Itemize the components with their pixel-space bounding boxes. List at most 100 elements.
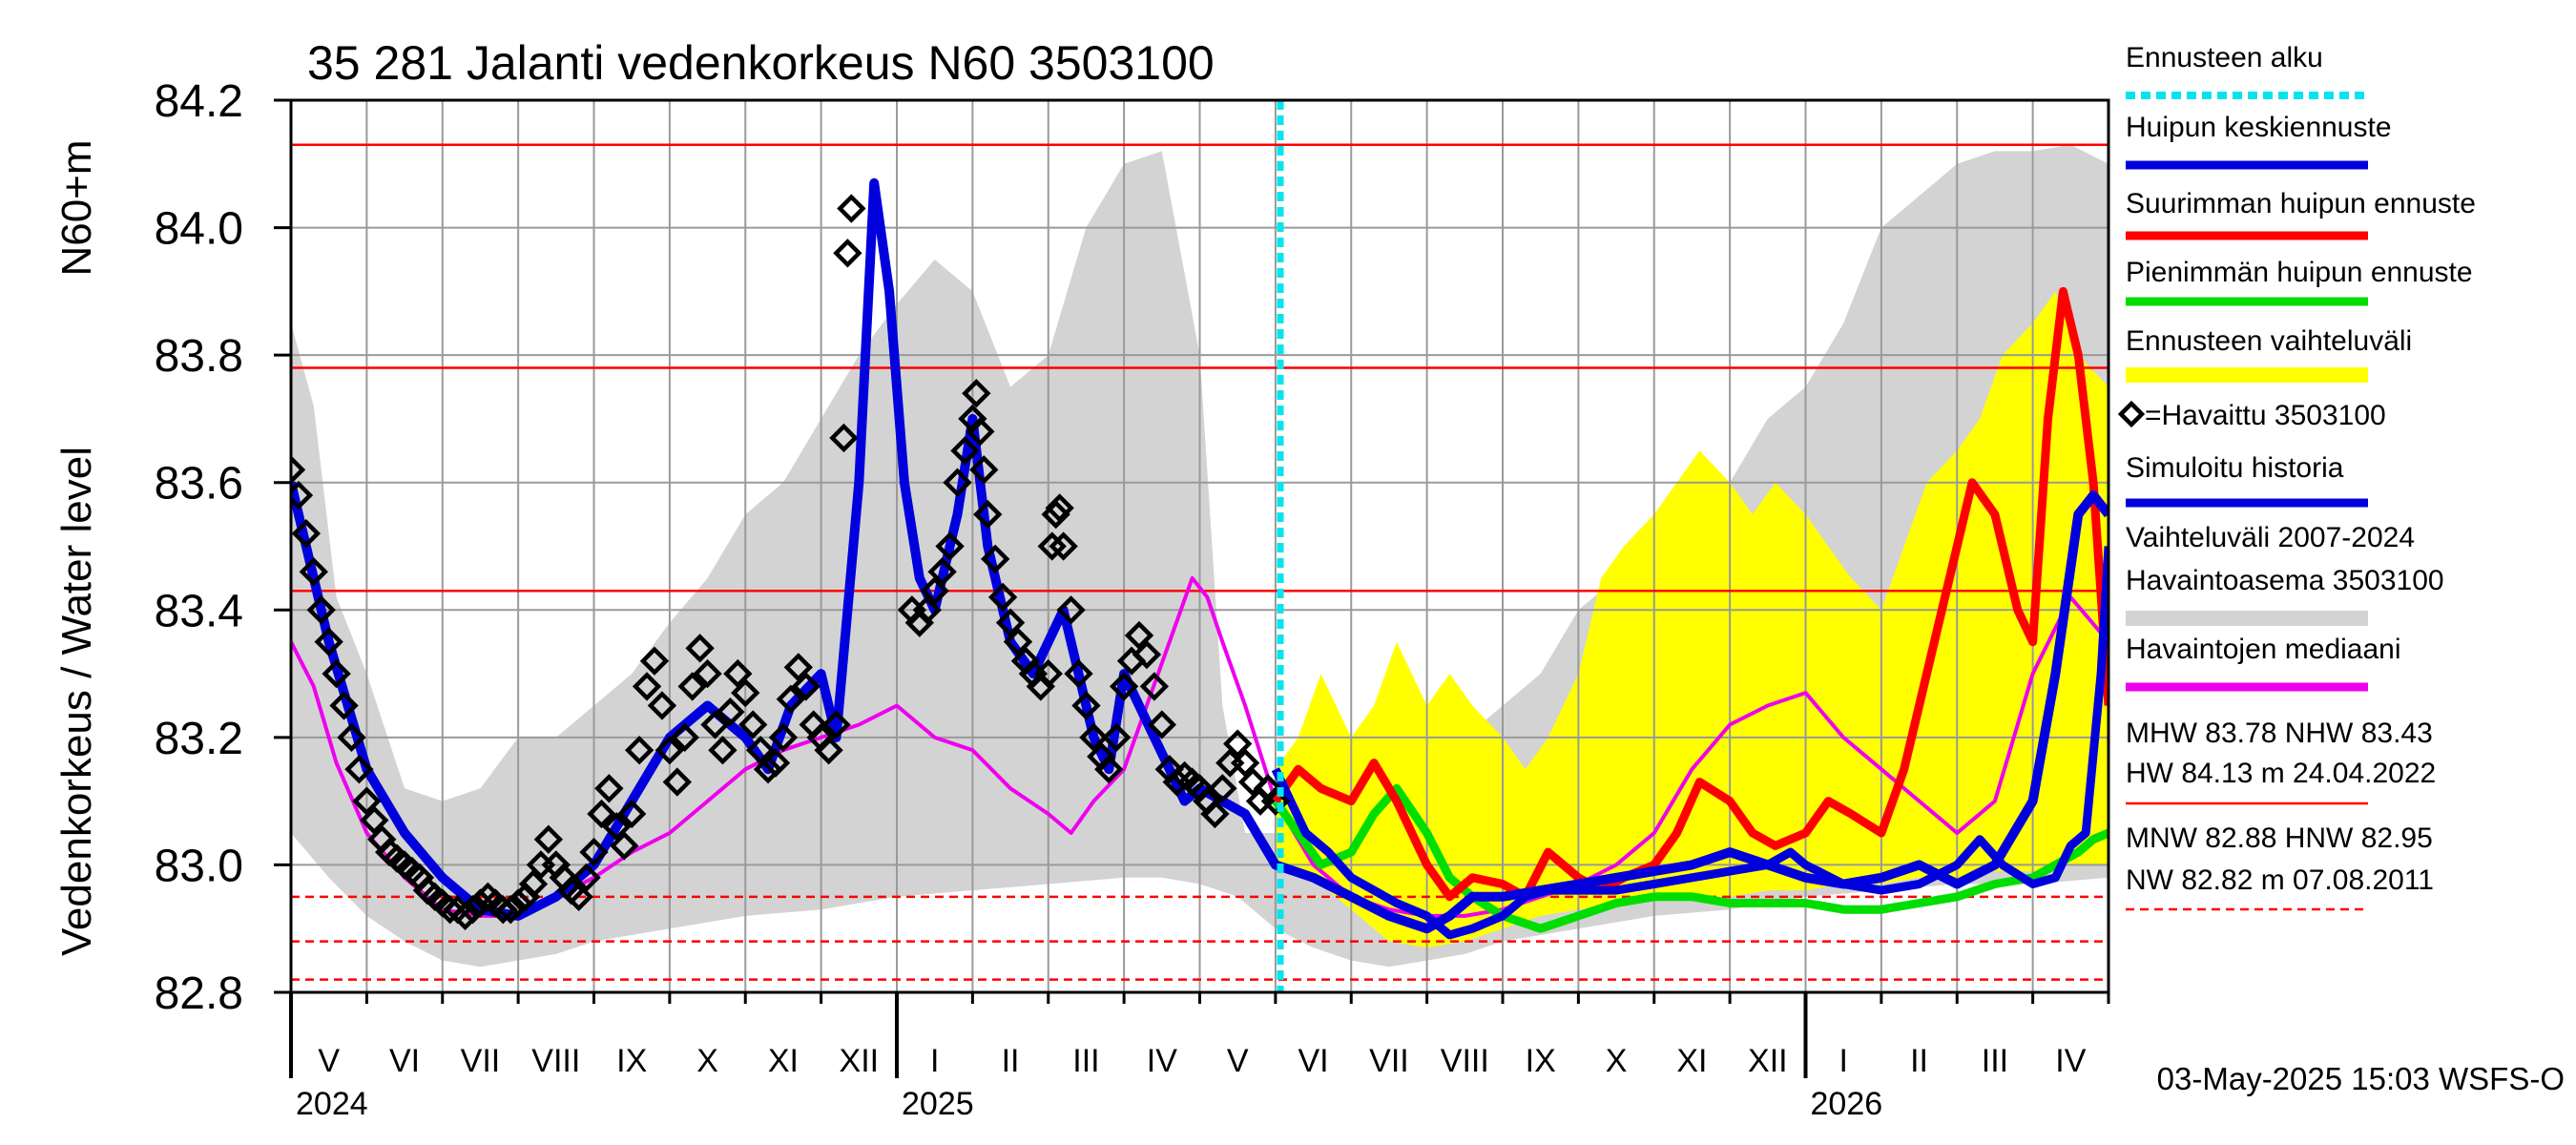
legend-label: Suurimman huipun ennuste (2126, 188, 2476, 219)
observed-point (745, 736, 776, 765)
observed-point (533, 824, 564, 854)
chart-title: 35 281 Jalanti vedenkorkeus N60 3503100 (307, 36, 1215, 90)
observed-point (602, 812, 632, 842)
y-tick-label: 82.8 (155, 968, 243, 1019)
x-month-label: V (318, 1043, 340, 1079)
legend: Ennusteen alku Huipun keskiennuste Suurimm… (2117, 42, 2476, 911)
observed-point (1056, 595, 1086, 625)
plot-area (291, 100, 2109, 992)
observed-point (1033, 658, 1063, 689)
x-month-label: VII (461, 1043, 501, 1079)
observed-point (291, 480, 314, 510)
legend-label: Huipun keskiennuste (2126, 112, 2392, 143)
x-month-label: III (1072, 1043, 1099, 1079)
observed-point (435, 894, 465, 925)
observed-point (693, 658, 722, 689)
observed-point (1037, 531, 1067, 561)
observed-point (981, 544, 1010, 574)
y-tick-label: 84.2 (155, 76, 243, 127)
observed-point (1071, 691, 1101, 720)
observed-point (329, 691, 359, 720)
x-month-label: I (1839, 1043, 1847, 1079)
x-month-label: VI (1298, 1043, 1329, 1079)
observed-point (927, 557, 957, 587)
x-month-label: XI (768, 1043, 799, 1079)
observed-point (1260, 786, 1291, 816)
observed-point (950, 436, 980, 466)
observed-point (632, 672, 662, 701)
x-month-label: II (1910, 1043, 1928, 1079)
observed-point (677, 672, 707, 701)
observed-point (458, 894, 488, 925)
x-month-label: IV (2055, 1043, 2086, 1079)
observed-point (1064, 658, 1093, 689)
legend-label: Ennusteen vaihteluväli (2126, 325, 2412, 357)
observed-point (753, 755, 783, 784)
observed-point (1124, 620, 1154, 651)
observed-point (639, 646, 670, 676)
observed-point (1049, 531, 1078, 561)
x-year-label: 2024 (296, 1086, 368, 1122)
observed-point (995, 608, 1026, 637)
observed-point (987, 582, 1018, 613)
observed-point (503, 888, 533, 918)
observed-point (647, 691, 677, 720)
observed-point (579, 837, 609, 867)
observed-point (314, 627, 343, 656)
x-month-label: II (1002, 1043, 1020, 1079)
observed-point (1223, 729, 1253, 759)
y-tick-label: 83.8 (155, 331, 243, 382)
observed-point (833, 239, 862, 268)
observed-point (594, 774, 624, 803)
observed-point (670, 722, 699, 753)
observed-point (791, 672, 821, 701)
axes: 82.883.083.283.483.683.884.084.2V VI VII VI… (155, 76, 2110, 1122)
observed-point (837, 194, 866, 223)
observed-point (912, 595, 942, 625)
observed-point (738, 710, 768, 739)
legend-label: Havaintoasema 3503100 (2126, 565, 2444, 596)
observed-point (654, 736, 685, 765)
legend-label: Simuloitu historia (2126, 452, 2344, 484)
observed-point (624, 736, 654, 765)
observed-point (450, 901, 480, 931)
observed-point (760, 748, 791, 778)
series-forecast-mean (1271, 546, 2109, 940)
observed-point (716, 697, 745, 727)
x-month-label: XI (1676, 1043, 1707, 1079)
series-median (291, 575, 2109, 918)
observed-point (1109, 672, 1139, 701)
observed-point (564, 882, 593, 912)
y-axis-unit: N60+m (53, 139, 100, 276)
legend-label: Havaintojen mediaani (2126, 634, 2401, 665)
observed-point (587, 799, 616, 829)
observed-point (1139, 672, 1170, 701)
x-month-label: IX (1526, 1043, 1556, 1079)
observed-point (783, 653, 813, 682)
x-month-label: VI (389, 1043, 420, 1079)
observed-point (1003, 627, 1033, 656)
observed-point (700, 710, 730, 739)
observed-point (306, 595, 336, 625)
series-forecast-max (1272, 286, 2109, 902)
observed-point (920, 576, 949, 606)
y-tick-label: 83.4 (155, 586, 243, 636)
x-month-label: VII (1369, 1043, 1409, 1079)
y-tick-label: 83.0 (155, 841, 243, 891)
y-tick-label: 83.6 (155, 459, 243, 510)
x-month-label: VIII (531, 1043, 580, 1079)
observed-point (1094, 755, 1124, 784)
observed-point (829, 423, 859, 453)
x-month-label: VIII (1441, 1043, 1489, 1079)
x-month-label: XII (840, 1043, 880, 1079)
stats-text: MHW 83.78 NHW 83.43 (2126, 718, 2433, 749)
observed-point (821, 710, 851, 739)
legend-label: Pienimmän huipun ennuste (2126, 257, 2473, 288)
observed-point (973, 499, 1003, 530)
x-month-label: V (1227, 1043, 1249, 1079)
observed-point (776, 684, 806, 714)
observed-point (768, 722, 799, 753)
observed-point (352, 786, 382, 816)
plot-content (291, 100, 2109, 992)
legend-label: Ennusteen alku (2126, 42, 2323, 73)
